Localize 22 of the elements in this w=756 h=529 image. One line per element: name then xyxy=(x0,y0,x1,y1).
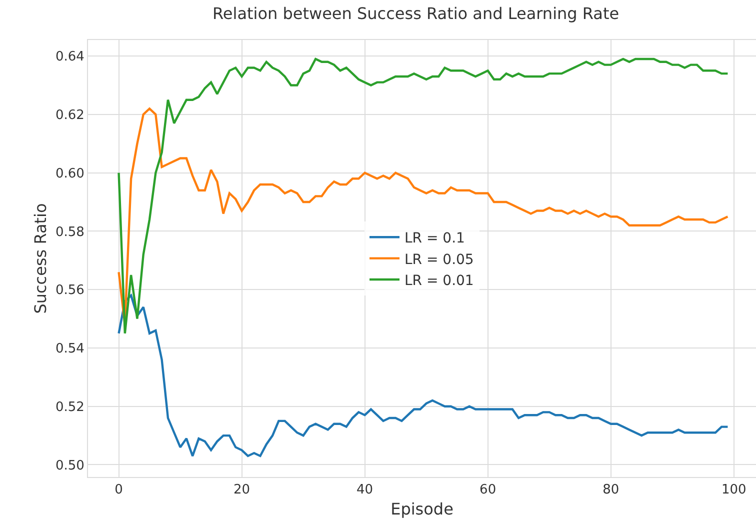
legend-label: LR = 0.05 xyxy=(404,252,474,268)
y-tick-label: 0.62 xyxy=(55,108,84,123)
y-tick-label: 0.64 xyxy=(55,50,84,65)
y-tick-label: 0.58 xyxy=(55,224,84,240)
y-axis-title: Success Ratio xyxy=(31,203,50,314)
legend-label: LR = 0.01 xyxy=(404,272,474,289)
x-axis-title: Episode xyxy=(390,499,454,518)
chart-title: Relation between Success Ratio and Learning Rate xyxy=(212,4,620,24)
line-series xyxy=(118,58,729,334)
x-tick-label: 60 xyxy=(480,482,496,498)
y-tick-label: 0.56 xyxy=(55,283,84,298)
y-tick-label: 0.52 xyxy=(55,400,84,415)
y-tick-label: 0.60 xyxy=(55,166,84,182)
line-series xyxy=(118,294,729,458)
x-tick-label: 40 xyxy=(356,482,374,498)
x-tick-label: 80 xyxy=(602,482,620,498)
x-tick-label: 20 xyxy=(234,482,250,498)
y-tick-label: 0.50 xyxy=(55,458,84,474)
x-tick-label: 100 xyxy=(721,482,746,498)
y-tick-label: 0.54 xyxy=(55,342,84,357)
x-tick-label: 0 xyxy=(114,482,123,498)
legend-label: LR = 0.1 xyxy=(404,230,465,247)
